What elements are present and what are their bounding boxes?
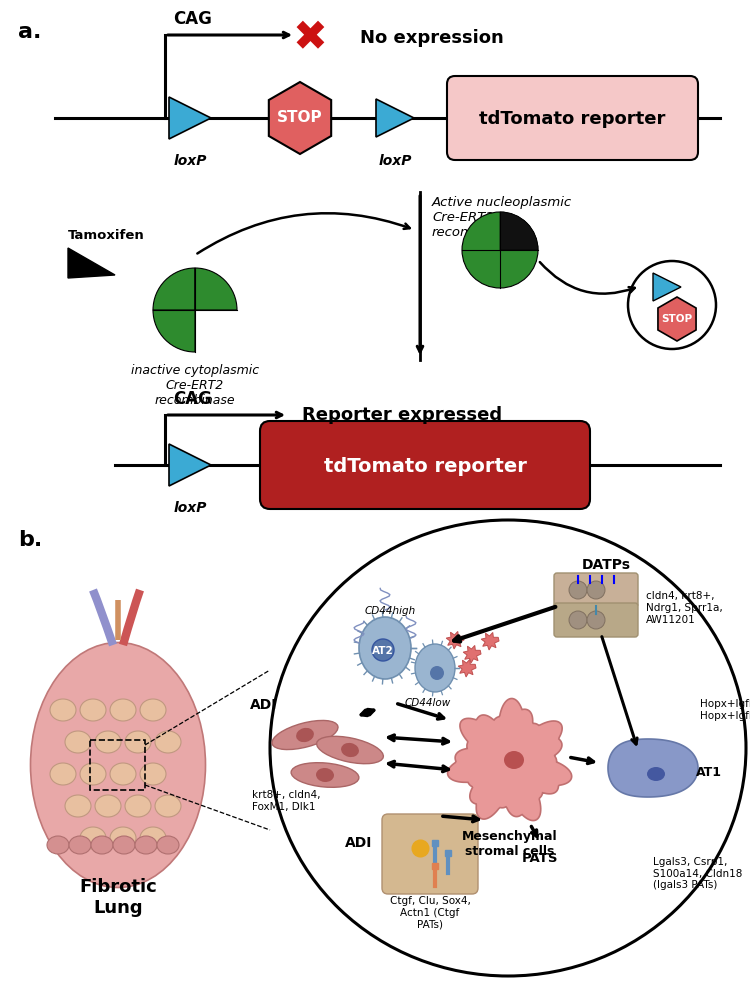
Wedge shape <box>153 268 195 310</box>
Text: tdTomato reporter: tdTomato reporter <box>478 110 665 128</box>
Ellipse shape <box>95 795 121 817</box>
Ellipse shape <box>359 617 411 679</box>
Text: loxP: loxP <box>378 154 412 168</box>
Ellipse shape <box>80 827 106 849</box>
Ellipse shape <box>125 795 151 817</box>
Text: DATPs: DATPs <box>581 558 631 572</box>
Ellipse shape <box>316 736 383 764</box>
Ellipse shape <box>69 836 91 854</box>
Ellipse shape <box>140 827 166 849</box>
Ellipse shape <box>155 795 181 817</box>
Ellipse shape <box>80 699 106 721</box>
Ellipse shape <box>272 721 338 750</box>
Text: PATS: PATS <box>522 852 558 865</box>
Ellipse shape <box>155 731 181 753</box>
Polygon shape <box>608 739 698 797</box>
Text: CAG: CAG <box>173 390 211 408</box>
Text: ADI: ADI <box>250 698 278 712</box>
Polygon shape <box>169 444 211 486</box>
Ellipse shape <box>372 639 394 661</box>
Ellipse shape <box>157 836 179 854</box>
Text: Ctgf, Clu, Sox4,
Actn1 (Ctgf
PATs): Ctgf, Clu, Sox4, Actn1 (Ctgf PATs) <box>389 896 470 929</box>
Ellipse shape <box>291 763 359 787</box>
Text: ✖: ✖ <box>292 17 328 59</box>
Wedge shape <box>153 310 195 352</box>
Polygon shape <box>658 297 696 341</box>
Circle shape <box>587 581 605 599</box>
Polygon shape <box>482 633 499 650</box>
Polygon shape <box>464 645 481 663</box>
Circle shape <box>587 611 605 629</box>
Ellipse shape <box>140 763 166 785</box>
Ellipse shape <box>270 520 746 976</box>
Text: tdTomato reporter: tdTomato reporter <box>323 457 526 476</box>
Polygon shape <box>458 659 476 677</box>
Ellipse shape <box>65 795 91 817</box>
Ellipse shape <box>47 836 69 854</box>
Text: Tamoxifen: Tamoxifen <box>68 229 145 242</box>
Text: cldn4, krt8+,
Ndrg1, Sprr1a,
AW11201: cldn4, krt8+, Ndrg1, Sprr1a, AW11201 <box>646 592 723 625</box>
Text: CAG: CAG <box>173 10 211 28</box>
Ellipse shape <box>341 743 359 757</box>
Text: STOP: STOP <box>662 314 692 324</box>
Ellipse shape <box>110 763 136 785</box>
Ellipse shape <box>415 644 455 692</box>
Text: STOP: STOP <box>278 110 322 125</box>
Ellipse shape <box>316 768 334 782</box>
Text: AT2: AT2 <box>372 646 394 656</box>
Polygon shape <box>446 632 464 649</box>
Ellipse shape <box>504 751 524 769</box>
Text: ADI: ADI <box>345 836 372 850</box>
FancyBboxPatch shape <box>554 603 638 637</box>
Ellipse shape <box>296 728 314 742</box>
Text: Fibrotic
Lung: Fibrotic Lung <box>80 878 157 917</box>
Text: Active nucleoplasmic
Cre-ERT2
recombinase: Active nucleoplasmic Cre-ERT2 recombinas… <box>432 196 572 239</box>
Wedge shape <box>500 212 538 250</box>
Ellipse shape <box>125 731 151 753</box>
Text: Mesenchymal
stromal cells: Mesenchymal stromal cells <box>462 830 558 858</box>
Polygon shape <box>169 97 211 139</box>
Ellipse shape <box>95 731 121 753</box>
Text: CD44low: CD44low <box>405 698 451 708</box>
Text: No expression: No expression <box>360 29 504 47</box>
Ellipse shape <box>430 666 444 680</box>
Polygon shape <box>376 99 414 137</box>
Ellipse shape <box>91 836 113 854</box>
Wedge shape <box>195 268 237 310</box>
Text: AT1: AT1 <box>696 767 722 780</box>
Ellipse shape <box>50 763 76 785</box>
Ellipse shape <box>110 827 136 849</box>
Text: loxP: loxP <box>173 154 207 168</box>
Ellipse shape <box>135 836 157 854</box>
Text: Hopx+Igfbp2+ or
Hopx+Igfbp2-: Hopx+Igfbp2+ or Hopx+Igfbp2- <box>700 699 750 721</box>
Ellipse shape <box>80 763 106 785</box>
Circle shape <box>569 581 587 599</box>
Text: loxP: loxP <box>173 501 207 515</box>
Text: CD44high: CD44high <box>365 606 416 616</box>
Circle shape <box>462 212 538 288</box>
FancyBboxPatch shape <box>382 814 478 894</box>
Circle shape <box>569 611 587 629</box>
Polygon shape <box>68 248 115 278</box>
FancyBboxPatch shape <box>260 421 590 509</box>
FancyBboxPatch shape <box>554 573 638 607</box>
Ellipse shape <box>110 699 136 721</box>
Text: Lgals3, Csrp1,
S100a14, Cldn18
(Igals3 PATs): Lgals3, Csrp1, S100a14, Cldn18 (Igals3 P… <box>653 857 742 890</box>
Text: a.: a. <box>18 22 41 42</box>
Ellipse shape <box>113 836 135 854</box>
Polygon shape <box>268 82 332 154</box>
Text: b.: b. <box>18 530 42 550</box>
Polygon shape <box>448 698 572 820</box>
Text: inactive cytoplasmic
Cre-ERT2
recombinase: inactive cytoplasmic Cre-ERT2 recombinas… <box>131 364 259 407</box>
Ellipse shape <box>31 642 206 888</box>
Text: Reporter expressed: Reporter expressed <box>302 406 502 424</box>
Ellipse shape <box>647 767 665 781</box>
Text: krt8+, cldn4,
FoxM1, Dlk1: krt8+, cldn4, FoxM1, Dlk1 <box>252 790 320 811</box>
Ellipse shape <box>65 731 91 753</box>
Ellipse shape <box>50 699 76 721</box>
FancyBboxPatch shape <box>447 76 698 160</box>
Ellipse shape <box>140 699 166 721</box>
Polygon shape <box>653 273 681 301</box>
